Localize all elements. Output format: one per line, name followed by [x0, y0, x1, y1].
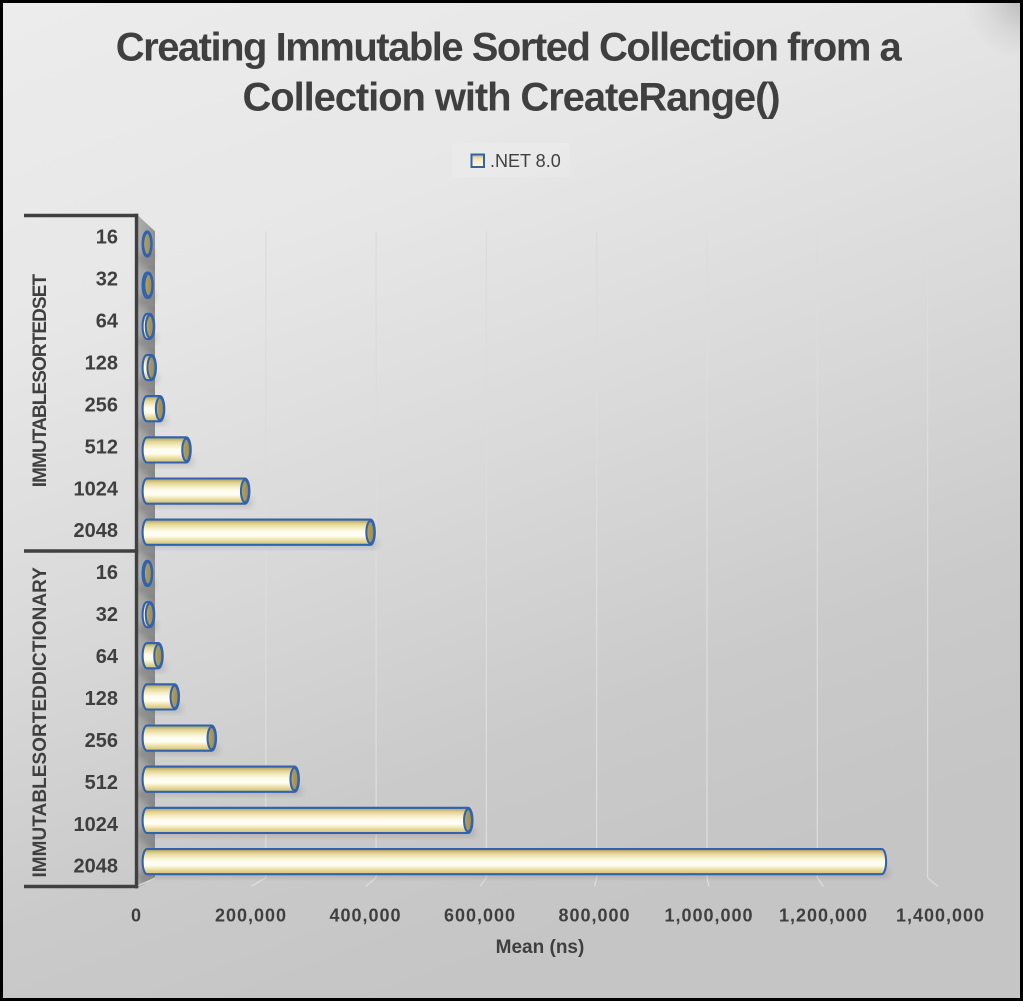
svg-text:1024: 1024: [74, 478, 119, 500]
svg-text:.NET 8.0: .NET 8.0: [490, 151, 561, 171]
svg-text:512: 512: [85, 772, 118, 794]
svg-text:800,000: 800,000: [558, 906, 630, 926]
svg-text:256: 256: [85, 394, 118, 416]
svg-text:64: 64: [96, 646, 119, 668]
svg-text:16: 16: [96, 227, 118, 249]
svg-text:600,000: 600,000: [444, 906, 516, 926]
svg-text:200,000: 200,000: [215, 906, 287, 926]
svg-text:1,000,000: 1,000,000: [664, 906, 753, 926]
svg-text:IMMUTABLESORTEDSET: IMMUTABLESORTEDSET: [30, 273, 51, 487]
svg-text:400,000: 400,000: [329, 906, 401, 926]
svg-text:64: 64: [96, 311, 119, 333]
svg-text:32: 32: [96, 604, 118, 626]
svg-text:1024: 1024: [74, 814, 119, 836]
svg-text:128: 128: [85, 353, 118, 375]
svg-text:0: 0: [131, 906, 142, 926]
svg-text:256: 256: [85, 730, 118, 752]
svg-text:Collection with CreateRange(): Collection with CreateRange(): [242, 75, 779, 119]
svg-text:128: 128: [85, 688, 118, 710]
svg-text:32: 32: [96, 269, 118, 291]
svg-text:1,400,000: 1,400,000: [896, 906, 985, 926]
svg-text:Mean (ns): Mean (ns): [496, 937, 585, 958]
svg-text:2048: 2048: [74, 856, 119, 878]
svg-text:512: 512: [85, 436, 118, 458]
svg-text:1,200,000: 1,200,000: [779, 906, 868, 926]
svg-text:16: 16: [96, 562, 118, 584]
svg-text:IMMUTABLESORTEDDICTIONARY: IMMUTABLESORTEDDICTIONARY: [30, 567, 51, 878]
svg-text:2048: 2048: [74, 520, 119, 542]
svg-text:Creating Immutable Sorted Coll: Creating Immutable Sorted Collection fro…: [116, 26, 903, 70]
